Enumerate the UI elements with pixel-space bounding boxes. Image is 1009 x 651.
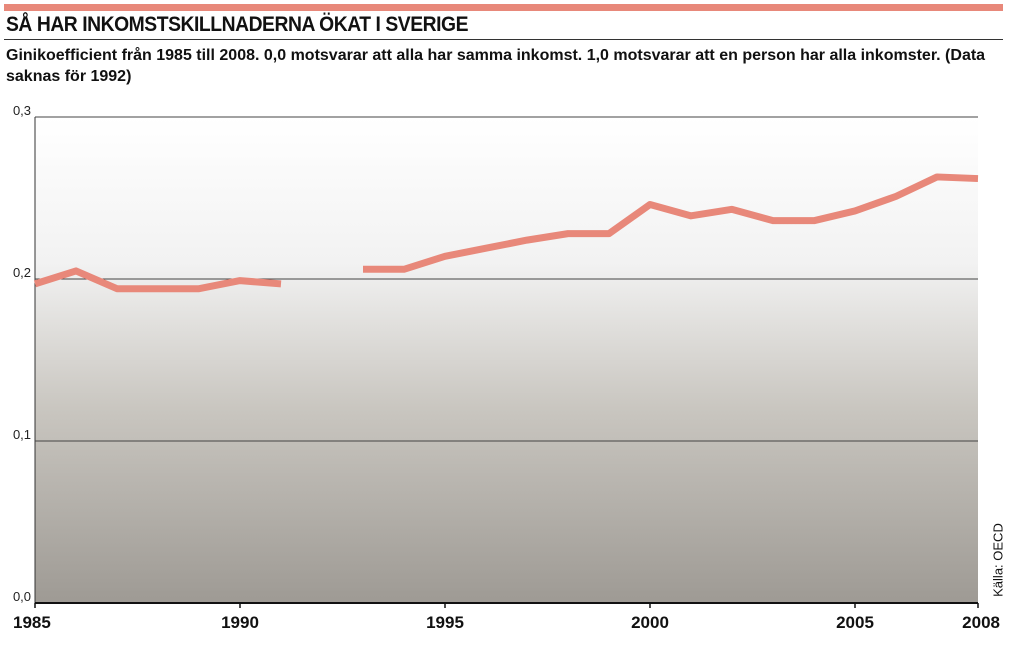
x-tick-label: 1985 (13, 613, 51, 632)
x-tick-label: 2000 (631, 613, 669, 632)
title-bar (4, 4, 1003, 11)
title-rule (4, 39, 1003, 40)
x-tick-label: 2008 (962, 613, 1000, 632)
x-tick-label: 1990 (221, 613, 259, 632)
y-tick-label: 0,2 (13, 265, 31, 280)
x-tick-label: 1995 (426, 613, 464, 632)
y-tick-label: 0,3 (13, 103, 31, 118)
source: Källa: OECD (990, 523, 1005, 597)
y-tick-label: 0,1 (13, 427, 31, 442)
x-tick-label: 2005 (836, 613, 874, 632)
chart-title: SÅ HAR INKOMSTSKILLNADERNA ÖKAT I SVERIG… (6, 13, 469, 36)
data-line (33, 173, 979, 293)
background-photo (35, 117, 978, 603)
y-tick-label: 0,0 (13, 589, 31, 604)
chart-subtitle: Ginikoefficient från 1985 till 2008. 0,0… (6, 47, 986, 85)
